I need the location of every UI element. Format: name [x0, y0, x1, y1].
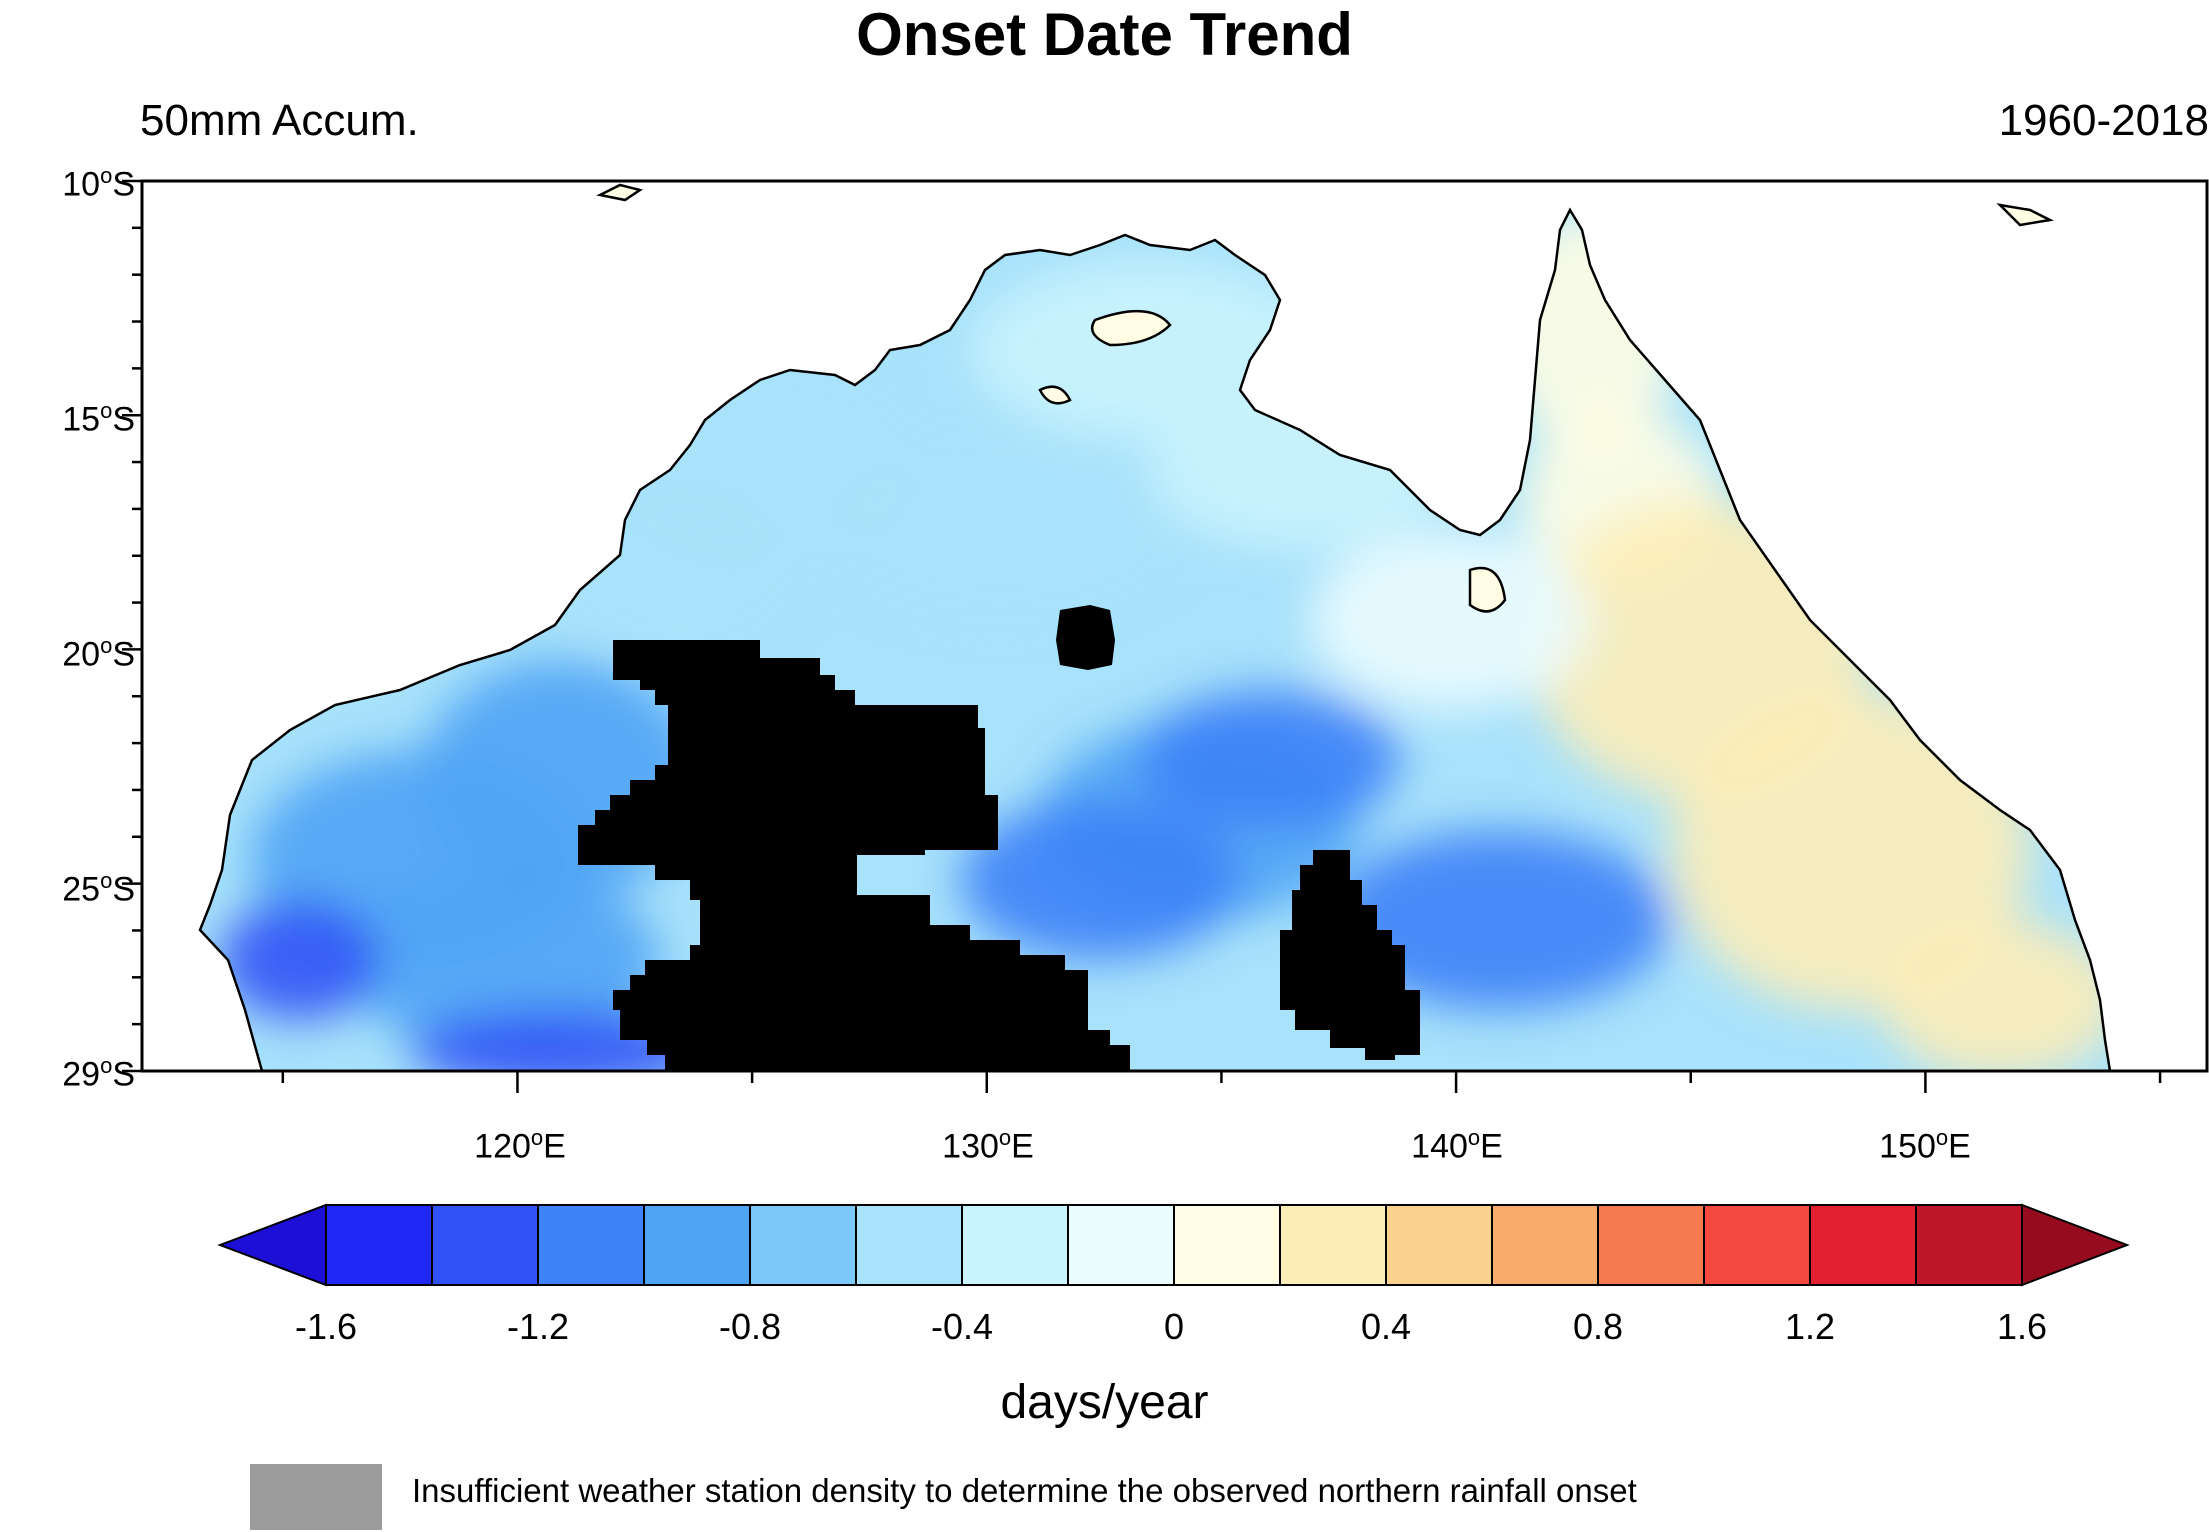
trend-region-queensland-interior	[1880, 920, 2110, 1071]
colorbar-box	[855, 1204, 963, 1286]
accumulation-subtitle: 50mm Accum.	[140, 96, 419, 145]
island-melville	[1090, 309, 1172, 347]
colorbar-box	[1385, 1204, 1493, 1286]
colorbar-box	[431, 1204, 539, 1286]
nodata-region-central	[1280, 850, 1420, 1060]
colorbar-box	[643, 1204, 751, 1286]
islands	[596, 183, 2054, 613]
colorbar-tick-label: 1.6	[1996, 1306, 2048, 1347]
lat-label-20s: 20oS	[62, 633, 135, 674]
colorbar-box	[749, 1204, 857, 1286]
colorbar-tick-label: -1.6	[294, 1306, 358, 1347]
map-frame	[140, 179, 2209, 1073]
insufficient-data-mask	[578, 605, 1420, 1071]
lat-label-15s: 15oS	[62, 398, 135, 439]
trend-region-central-australia	[960, 800, 1240, 960]
chart-title: Onset Date Trend	[856, 1, 1353, 68]
colorbar-box	[2021, 1203, 2130, 1287]
island-timor	[1996, 203, 2054, 227]
lon-label-130e: 130oE	[942, 1125, 1034, 1166]
lat-label-29s: 29oS	[62, 1053, 135, 1094]
period-subtitle: 1960-2018	[1998, 96, 2209, 145]
trend-region-queensland-interior	[1670, 690, 2030, 1010]
colorbar-box	[1491, 1204, 1599, 1286]
trend-region-central-australia	[1330, 830, 1670, 1010]
lon-label-150e: 150oE	[1879, 1125, 1971, 1166]
colorbar-boxes	[217, 1203, 2130, 1287]
colorbar-box	[537, 1204, 645, 1286]
trend-region-central-australia	[1140, 690, 1400, 830]
nodata-legend-text: Insufficient weather station density to …	[412, 1472, 1637, 1509]
lat-label-10s: 10oS	[62, 163, 135, 204]
colorbar-tick-label: -1.2	[506, 1306, 570, 1347]
colorbar-box	[1703, 1204, 1811, 1286]
colorbar-tick-label: 0	[1163, 1306, 1185, 1347]
colorbar-box	[1809, 1204, 1917, 1286]
colorbar-units: days/year	[1000, 1376, 1209, 1429]
colorbar-box	[217, 1203, 327, 1287]
island-groote	[1468, 566, 1507, 613]
colorbar-box	[961, 1204, 1069, 1286]
colorbar-tick-label: 0.4	[1360, 1306, 1412, 1347]
island-north-1	[596, 183, 644, 202]
colorbar-box	[1915, 1204, 2023, 1286]
lon-label-140e: 140oE	[1411, 1125, 1503, 1166]
colorbar-tick-label: 0.8	[1572, 1306, 1624, 1347]
island-tip	[1038, 385, 1072, 405]
colorbar-box	[1173, 1204, 1281, 1286]
lat-label-25s: 25oS	[62, 868, 135, 909]
trend-region-southwest-wa-coast	[220, 900, 380, 1020]
colorbar-box	[1067, 1204, 1175, 1286]
colorbar-tick-label: -0.8	[718, 1306, 782, 1347]
colorbar-box	[325, 1204, 433, 1286]
colorbar-box	[1279, 1204, 1387, 1286]
trend-region-gulf-country	[1310, 530, 1590, 710]
nodata-region-lake	[1056, 605, 1115, 670]
colorbar-tick-label: 1.2	[1784, 1306, 1836, 1347]
coastline	[198, 207, 2112, 1071]
trend-region-pilbara	[340, 870, 660, 1050]
colorbar-tick-label: -0.4	[930, 1306, 994, 1347]
axis-ticks	[122, 179, 2162, 1093]
lon-label-120e: 120oE	[474, 1125, 566, 1166]
colorbar-box	[1597, 1204, 1705, 1286]
nodata-legend-swatch	[250, 1464, 382, 1530]
nodata-region-west	[578, 640, 1130, 1071]
